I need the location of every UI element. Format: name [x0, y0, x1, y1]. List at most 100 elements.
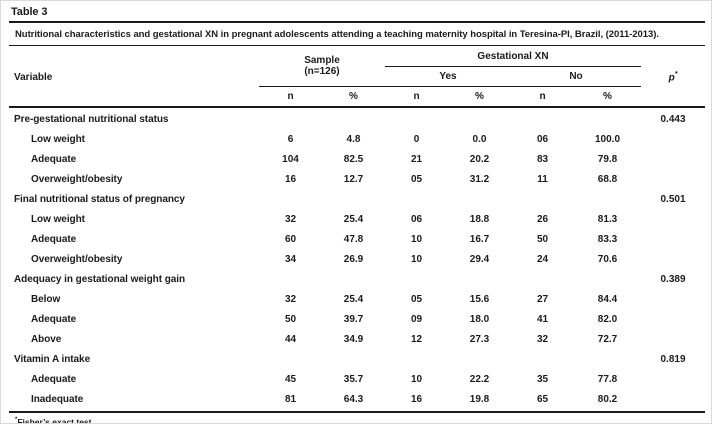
row-label: Low weight: [31, 133, 85, 145]
cell-yes-n: 16: [410, 393, 423, 405]
cell-yes-n: 06: [410, 213, 423, 225]
cell-yes-pct: 20.2: [469, 153, 490, 165]
cell-yes-pct: 15.6: [469, 293, 490, 305]
table-row: Adequate 104 82.5 21 20.2 83 79.8: [9, 149, 705, 169]
table-footnote: *Fisher’s exact test.: [9, 413, 705, 424]
table-row: Low weight 6 4.8 0 0.0 06 100.0: [9, 129, 705, 149]
row-label: Low weight: [31, 213, 85, 225]
subheader-no-n: n: [539, 91, 546, 102]
cell-sample-pct: 25.4: [343, 213, 364, 225]
cell-sample-pct: 34.9: [343, 333, 364, 345]
cell-sample-pct: 35.7: [343, 373, 364, 385]
column-header-sample: Sample (n=126): [259, 46, 385, 87]
table-caption: Nutritional characteristics and gestatio…: [9, 23, 705, 46]
table-row: Above 44 34.9 12 27.3 32 72.7: [9, 329, 705, 349]
subheader-yes-pct: %: [475, 91, 484, 102]
table-row: Pre-gestational nutritional status 0.443: [9, 109, 705, 129]
table-row: Adequate 45 35.7 10 22.2 35 77.8: [9, 369, 705, 389]
cell-p-value: 0.819: [660, 353, 686, 365]
cell-no-n: 83: [536, 153, 549, 165]
table-row: Vitamin A intake 0.819: [9, 349, 705, 369]
subheader-sample-pct: %: [349, 91, 358, 102]
row-label: Overweight/obesity: [31, 253, 123, 265]
cell-no-pct: 68.8: [597, 173, 618, 185]
cell-yes-pct: 18.8: [469, 213, 490, 225]
column-header-yes: Yes: [385, 67, 511, 87]
cell-no-n: 65: [536, 393, 549, 405]
cell-sample-pct: 64.3: [343, 393, 364, 405]
cell-p-value: 0.501: [660, 193, 686, 205]
cell-no-pct: 81.3: [597, 213, 618, 225]
cell-sample-n: 81: [284, 393, 297, 405]
cell-sample-n: 34: [284, 253, 297, 265]
cell-sample-n: 60: [284, 233, 297, 245]
cell-no-n: 06: [536, 133, 549, 145]
row-label: Adequate: [31, 233, 77, 245]
table-row: Low weight 32 25.4 06 18.8 26 81.3: [9, 209, 705, 229]
row-label: Overweight/obesity: [31, 173, 123, 185]
cell-p-value: 0.389: [660, 273, 686, 285]
table-row: Final nutritional status of pregnancy 0.…: [9, 189, 705, 209]
subheader-no-pct: %: [603, 91, 612, 102]
subheader-yes-n: n: [413, 91, 420, 102]
cell-no-n: 41: [536, 313, 549, 325]
sample-label-line2: (n=126): [304, 66, 340, 77]
cell-yes-pct: 0.0: [472, 133, 487, 145]
row-label: Inadequate: [31, 393, 84, 405]
cell-yes-n: 21: [410, 153, 423, 165]
cell-yes-n: 10: [410, 253, 423, 265]
column-header-p-value: p*: [668, 70, 678, 83]
cell-sample-pct: 47.8: [343, 233, 364, 245]
subheader-sample-n: n: [287, 91, 294, 102]
table-container: Table 3 Nutritional characteristics and …: [9, 1, 705, 424]
cell-yes-n: 0: [413, 133, 420, 145]
cell-yes-pct: 22.2: [469, 373, 490, 385]
cell-sample-n: 6: [287, 133, 294, 145]
table-header: Variable Sample (n=126) Gestational XN Y…: [9, 46, 705, 108]
cell-no-pct: 70.6: [597, 253, 618, 265]
cell-yes-pct: 31.2: [469, 173, 490, 185]
table-row: Adequacy in gestational weight gain 0.38…: [9, 269, 705, 289]
table-row: Overweight/obesity 34 26.9 10 29.4 24 70…: [9, 249, 705, 269]
row-label: Adequate: [31, 373, 77, 385]
cell-yes-pct: 16.7: [469, 233, 490, 245]
table-row: Adequate 50 39.7 09 18.0 41 82.0: [9, 309, 705, 329]
row-label: Vitamin A intake: [14, 353, 91, 365]
sample-label-line1: Sample: [304, 54, 340, 66]
cell-yes-n: 05: [410, 293, 423, 305]
cell-no-pct: 100.0: [594, 133, 621, 145]
row-label: Adequacy in gestational weight gain: [14, 273, 186, 285]
row-label: Adequate: [31, 153, 77, 165]
cell-no-n: 26: [536, 213, 549, 225]
cell-sample-pct: 26.9: [343, 253, 364, 265]
cell-yes-n: 12: [410, 333, 423, 345]
cell-sample-n: 16: [284, 173, 297, 185]
cell-yes-pct: 27.3: [469, 333, 490, 345]
cell-sample-pct: 4.8: [346, 133, 361, 145]
cell-no-pct: 77.8: [597, 373, 618, 385]
cell-sample-n: 45: [284, 373, 297, 385]
table-row: Overweight/obesity 16 12.7 05 31.2 11 68…: [9, 169, 705, 189]
cell-p-value: 0.443: [660, 113, 686, 125]
cell-sample-pct: 25.4: [343, 293, 364, 305]
cell-yes-pct: 18.0: [469, 313, 490, 325]
column-header-no: No: [511, 67, 641, 87]
cell-yes-pct: 29.4: [469, 253, 490, 265]
cell-sample-n: 104: [282, 153, 299, 165]
cell-yes-n: 05: [410, 173, 423, 185]
cell-no-pct: 72.7: [597, 333, 618, 345]
cell-no-n: 32: [536, 333, 549, 345]
row-label: Pre-gestational nutritional status: [14, 113, 169, 125]
cell-sample-n: 50: [284, 313, 297, 325]
footnote-text: Fisher’s exact test.: [17, 417, 94, 424]
cell-no-n: 27: [536, 293, 549, 305]
cell-sample-n: 44: [284, 333, 297, 345]
cell-no-n: 24: [536, 253, 549, 265]
column-header-gestational-xn: Gestational XN: [385, 46, 641, 67]
cell-sample-n: 32: [284, 213, 297, 225]
table-body: Pre-gestational nutritional status 0.443…: [9, 108, 705, 413]
row-label: Above: [31, 333, 62, 345]
cell-sample-pct: 82.5: [343, 153, 364, 165]
row-label: Below: [31, 293, 61, 305]
